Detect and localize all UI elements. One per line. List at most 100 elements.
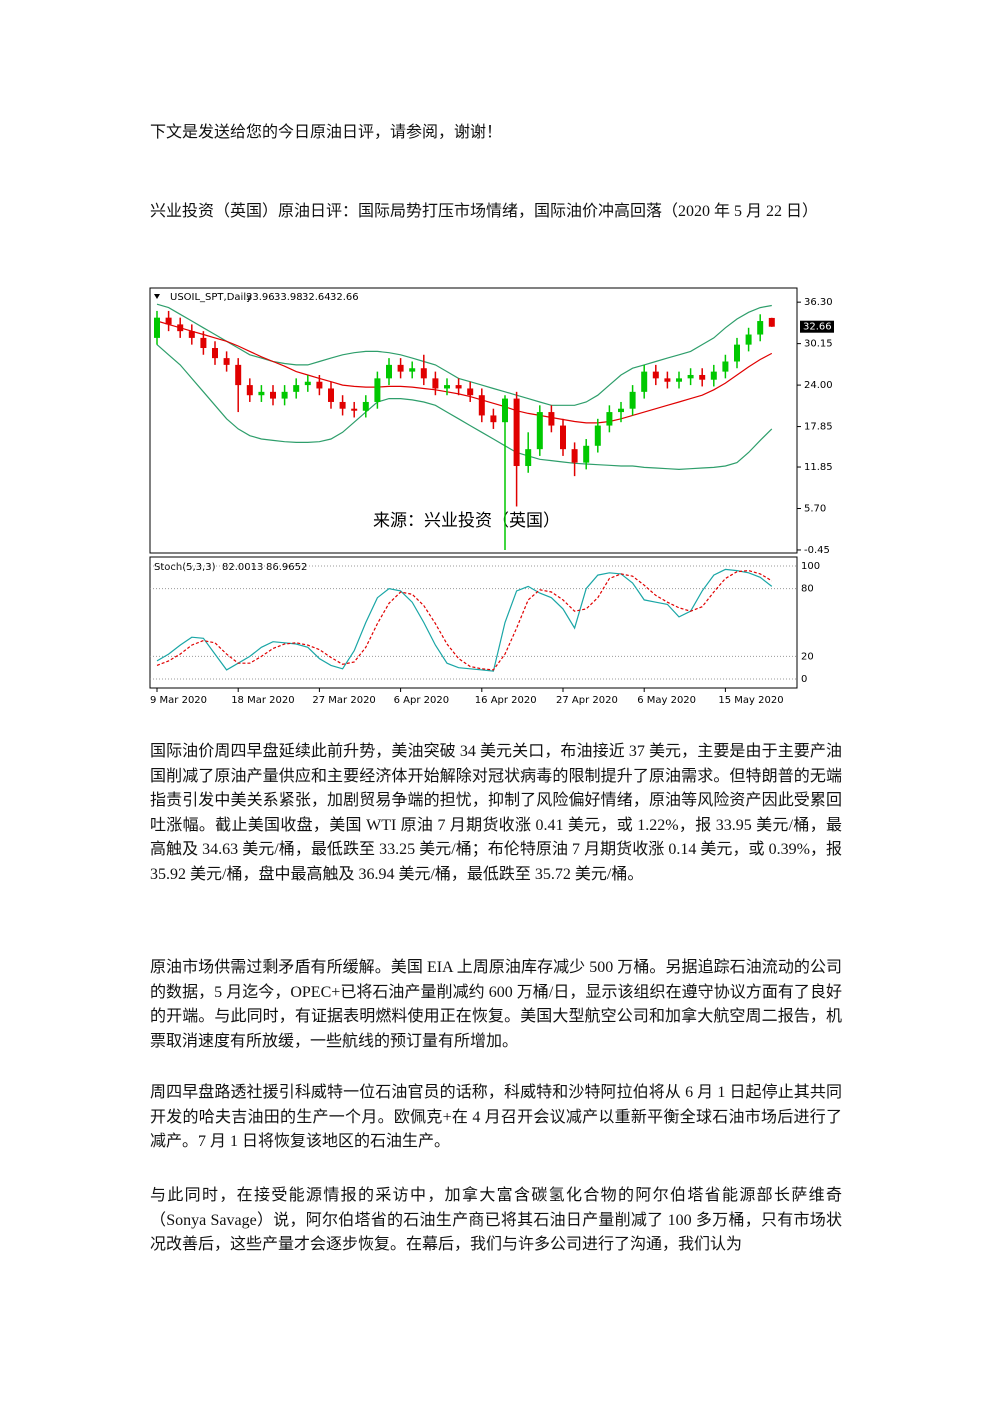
candle-body <box>339 401 346 409</box>
candle-body <box>618 408 624 413</box>
price-panel <box>149 287 798 554</box>
candle-body <box>328 388 334 402</box>
x-tick-label: 9 Mar 2020 <box>150 695 207 706</box>
stoch-panel <box>149 556 798 689</box>
candle-body <box>374 378 381 402</box>
candle-body <box>757 321 764 335</box>
candle-body <box>536 412 543 450</box>
price-tag-label: 32.66 <box>803 322 832 333</box>
watermark: 来源：兴业投资（英国） <box>373 511 560 531</box>
title: 兴业投资（英国）原油日评：国际局势打压市场情绪，国际油价冲高回落（2020 年 … <box>150 203 819 220</box>
candle-body <box>177 324 184 332</box>
candle-body <box>745 334 752 345</box>
candle-body <box>212 348 218 359</box>
candle-body <box>200 337 207 349</box>
candle-body <box>246 385 253 396</box>
candle-body <box>258 391 265 396</box>
candle-body <box>502 398 508 423</box>
candle-body <box>351 408 358 411</box>
intro: 下文是发送给您的今日原油日评，请参阅，谢谢！ <box>150 124 503 141</box>
candle-body <box>154 317 160 338</box>
candle-body <box>652 371 659 379</box>
y-tick-label: 17.85 <box>804 422 833 433</box>
candle-body <box>316 381 323 389</box>
candle-body <box>293 385 300 392</box>
triangle-icon <box>154 294 160 299</box>
band-line <box>156 320 773 424</box>
candle-body <box>722 361 729 372</box>
x-tick-label: 27 Mar 2020 <box>312 695 375 706</box>
candle-body <box>676 378 682 382</box>
x-tick-label: 18 Mar 2020 <box>231 695 294 706</box>
candle-body <box>386 364 392 379</box>
candle-body <box>432 378 439 389</box>
x-tick-label: 27 Apr 2020 <box>556 695 618 706</box>
stoch-line <box>156 569 773 671</box>
candle-body <box>710 371 717 380</box>
y-tick-label: 0 <box>801 674 807 685</box>
candle-body <box>768 317 775 327</box>
candle-body <box>687 374 694 379</box>
candle-body <box>362 401 369 411</box>
candle-body <box>490 415 497 423</box>
x-tick-label: 16 Apr 2020 <box>475 695 537 706</box>
candle-body <box>594 425 601 446</box>
stoch-line <box>156 568 773 672</box>
candle-body <box>397 364 404 372</box>
paragraph: 原油市场供需过剩矛盾有所缓解。美国 EIA 上周原油库存减少 500 万桶。另据… <box>150 959 842 1050</box>
indicator: Stoch(5,3,3) <box>154 562 216 573</box>
candle-body <box>629 391 636 409</box>
candle-body <box>235 364 242 386</box>
y-tick-label: -0.45 <box>804 545 830 556</box>
x-tick-label: 15 May 2020 <box>718 695 783 706</box>
candle-body <box>455 385 462 389</box>
price-tag <box>800 320 834 333</box>
ohlc-high: 33.98 <box>274 292 303 303</box>
candle-body <box>165 317 172 325</box>
x-tick-label: 6 May 2020 <box>637 695 696 706</box>
ohlc-open: 33.96 <box>246 292 275 303</box>
candle-body <box>699 374 706 380</box>
candle-body <box>281 391 288 399</box>
candle-body <box>583 445 590 463</box>
paragraph: 国际油价周四早盘延续此前升势，美油突破 34 美元关口，布油接近 37 美元，主… <box>150 743 842 883</box>
band-line <box>156 344 773 471</box>
candle-body <box>606 412 613 426</box>
y-tick-label: 100 <box>801 561 820 572</box>
candle-body <box>548 412 555 426</box>
y-tick-label: 20 <box>801 651 814 662</box>
y-tick-label: 30.15 <box>804 339 833 350</box>
y-tick-label: 80 <box>801 584 814 595</box>
y-tick-label: 11.85 <box>804 462 833 473</box>
x-tick-label: 6 Apr 2020 <box>394 695 449 706</box>
candle-body <box>467 388 474 396</box>
candle-body <box>525 449 532 467</box>
band-line <box>156 303 772 406</box>
candle-body <box>560 425 566 450</box>
stoch-main: 82.0013 <box>222 562 263 573</box>
candle-body <box>513 398 520 467</box>
y-tick-label: 24.00 <box>804 380 833 391</box>
candle-body <box>478 395 485 416</box>
paragraph: 与此同时，在接受能源情报的采访中，加拿大富含碳氢化合物的阿尔伯塔省能源部长萨维奇… <box>150 1187 842 1254</box>
chart: USOIL_SPT,Daily 33.96 33.98 32.64 32.66 … <box>149 287 834 706</box>
symbol: USOIL_SPT,Daily <box>170 292 252 303</box>
candle-body <box>641 371 648 392</box>
candle-body <box>664 378 671 382</box>
candle-body <box>734 344 740 362</box>
candle-body <box>188 331 195 338</box>
candle-body <box>270 391 276 399</box>
y-tick-label: 5.70 <box>804 503 826 514</box>
candle-body <box>304 381 311 386</box>
ohlc-low: 32.64 <box>302 292 331 303</box>
paragraph: 周四早盘路透社援引科威特一位石油官员的话称，科威特和沙特阿拉伯将从 6 月 1 … <box>150 1084 842 1151</box>
candle-body <box>409 368 416 372</box>
candle-body <box>444 385 450 389</box>
stoch-signal: 86.9652 <box>266 562 307 573</box>
y-tick-label: 36.30 <box>804 297 833 308</box>
ohlc-close: 32.66 <box>330 292 359 303</box>
candle-body <box>223 358 230 365</box>
candle-body <box>420 368 427 379</box>
candle-body <box>571 449 578 463</box>
